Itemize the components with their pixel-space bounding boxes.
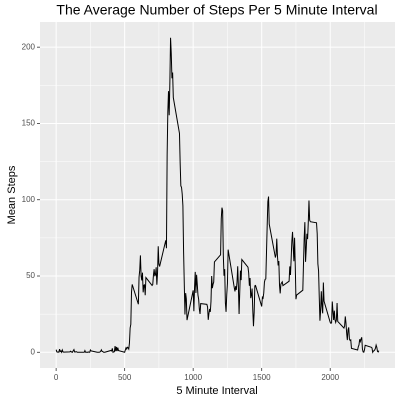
y-tick-label: 100 <box>22 195 36 204</box>
y-tick-label: 150 <box>22 119 36 128</box>
x-tick-label: 1500 <box>253 373 271 382</box>
y-tick-label: 200 <box>22 42 36 51</box>
x-tick-label: 2000 <box>321 373 339 382</box>
plot-panel <box>40 22 395 368</box>
y-axis-title: Mean Steps <box>6 165 18 224</box>
y-tick-label: 0 <box>31 347 36 356</box>
x-tick-label: 0 <box>54 373 59 382</box>
x-tick-label: 500 <box>118 373 132 382</box>
chart-title: The Average Number of Steps Per 5 Minute… <box>56 2 377 18</box>
y-tick-label: 50 <box>26 271 35 280</box>
x-axis-title: 5 Minute Interval <box>176 385 257 397</box>
x-tick-label: 1000 <box>184 373 202 382</box>
data-line <box>55 37 380 354</box>
